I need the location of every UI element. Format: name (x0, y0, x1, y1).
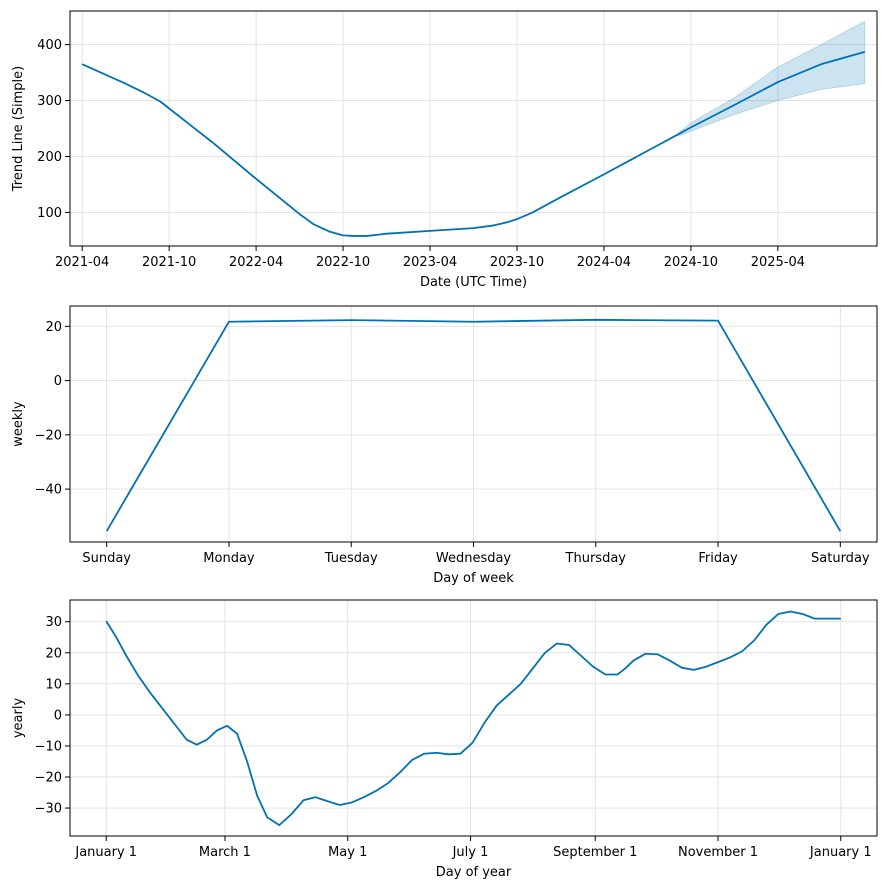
weekly-x-tick-label-5: Friday (698, 551, 738, 566)
yearly-x-tick-label-5: November 1 (678, 845, 758, 860)
weekly-panel: Sunday Monday Tuesday Wednesday Thursday Frid… (11, 305, 878, 586)
yearly-x-tick-label-2: May 1 (328, 845, 367, 860)
trend-x-tick-label-6: 2024-04 (577, 255, 631, 270)
weekly-y-axis-label: weekly (11, 401, 26, 447)
trend-axes-frame (69, 10, 878, 247)
weekly-x-tick-label-1: Monday (203, 551, 255, 566)
trend-panel: 2021-04 2021-10 2022-04 2022-10 2023-04 2023-… (11, 10, 878, 290)
weekly-x-tick-label-0: Sunday (82, 551, 131, 566)
yearly-series-line (105, 610, 841, 827)
trend-x-tick-label-1: 2021-10 (142, 255, 196, 270)
weekly-y-tick-label-0: −40 (35, 483, 62, 498)
yearly-x-tick-label-1: March 1 (199, 845, 251, 860)
trend-series-line (81, 50, 866, 237)
weekly-x-tick-label-3: Wednesday (436, 551, 512, 566)
yearly-y-tick-label-6: 30 (45, 615, 62, 630)
trend-uncertainty-band (678, 20, 866, 137)
weekly-series-line (105, 318, 842, 532)
weekly-x-tick-label-6: Saturday (811, 551, 870, 566)
trend-x-tick-label-0: 2021-04 (55, 255, 109, 270)
yearly-panel: January 1 March 1 May 1 July 1 September 1 No… (11, 599, 878, 880)
weekly-x-axis-label: Day of week (433, 571, 514, 586)
trend-y-tick-label-1: 200 (37, 150, 62, 165)
yearly-y-tick-label-0: −30 (35, 802, 62, 817)
weekly-y-tick-label-2: 0 (54, 374, 62, 389)
trend-x-tick-label-7: 2024-10 (664, 255, 718, 270)
trend-x-tick-label-2: 2022-04 (229, 255, 283, 270)
weekly-x-tick-label-2: Tuesday (324, 551, 378, 566)
yearly-y-tick-label-1: −20 (35, 771, 62, 786)
yearly-y-axis-label: yearly (11, 698, 26, 739)
yearly-x-tick-label-3: July 1 (452, 845, 489, 860)
trend-x-tick-label-3: 2022-10 (316, 255, 370, 270)
yearly-x-tick-label-0: January 1 (74, 845, 137, 860)
yearly-x-tick-label-4: September 1 (553, 845, 637, 860)
trend-y-tick-label-0: 100 (37, 206, 62, 221)
yearly-y-tick-label-2: −10 (35, 739, 62, 754)
weekly-y-tick-label-1: −20 (35, 428, 62, 443)
yearly-axes-frame (69, 599, 878, 837)
yearly-x-tick-label-6: January 1 (809, 845, 872, 860)
trend-y-tick-label-2: 300 (37, 94, 62, 109)
yearly-y-tick-label-3: 0 (54, 708, 62, 723)
trend-x-axis-label: Date (UTC Time) (420, 275, 527, 290)
trend-x-tick-label-4: 2023-04 (403, 255, 457, 270)
trend-y-tick-label-3: 400 (37, 38, 62, 53)
weekly-x-tick-label-4: Thursday (565, 551, 627, 566)
weekly-y-tick-label-3: 20 (45, 320, 62, 335)
trend-x-tick-label-5: 2023-10 (490, 255, 544, 270)
trend-y-axis-label: Trend Line (Simple) (11, 66, 26, 192)
yearly-x-axis-label: Day of year (436, 865, 512, 880)
trend-x-tick-label-8: 2025-04 (751, 255, 805, 270)
yearly-y-tick-label-5: 20 (45, 646, 62, 661)
yearly-y-tick-label-4: 10 (45, 677, 62, 692)
